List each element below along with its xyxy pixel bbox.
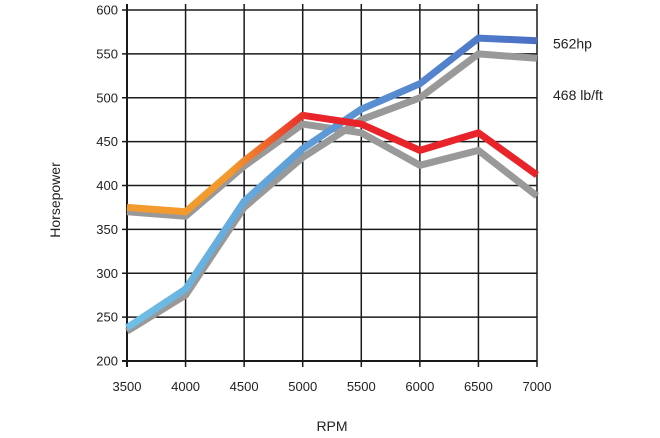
tick-labels: 200 250 300 350 400 450 500 550 600 3500 4000 4500 5… bbox=[96, 3, 551, 395]
series-line-2 bbox=[125, 34, 538, 331]
series-line-3 bbox=[126, 111, 540, 216]
x-tick-label: 6500 bbox=[464, 379, 493, 394]
x-tick-label: 4500 bbox=[230, 379, 259, 394]
y-tick-label: 600 bbox=[96, 3, 118, 18]
series-lines bbox=[125, 34, 540, 335]
y-axis-label: Horsepower bbox=[47, 162, 63, 238]
x-tick-label: 5000 bbox=[288, 379, 317, 394]
y-tick-label: 500 bbox=[96, 90, 118, 105]
y-tick-label: 550 bbox=[96, 46, 118, 61]
x-tick-label: 3500 bbox=[113, 379, 142, 394]
annotation-label: 562hp bbox=[553, 35, 592, 51]
y-tick-label: 200 bbox=[96, 354, 118, 369]
x-tick-label: 4000 bbox=[171, 379, 200, 394]
y-tick-label: 400 bbox=[96, 178, 118, 193]
y-tick-label: 350 bbox=[96, 222, 118, 237]
axes bbox=[122, 4, 537, 367]
x-tick-label: 7000 bbox=[523, 379, 552, 394]
x-axis-label: RPM bbox=[316, 418, 347, 434]
x-tick-label: 6000 bbox=[405, 379, 434, 394]
annotations: 562hp 468 lb/ft bbox=[553, 35, 603, 103]
y-tick-label: 300 bbox=[96, 266, 118, 281]
x-tick-label: 5500 bbox=[347, 379, 376, 394]
y-tick-label: 450 bbox=[96, 134, 118, 149]
annotation-label: 468 lb/ft bbox=[553, 87, 603, 103]
y-tick-label: 250 bbox=[96, 310, 118, 325]
